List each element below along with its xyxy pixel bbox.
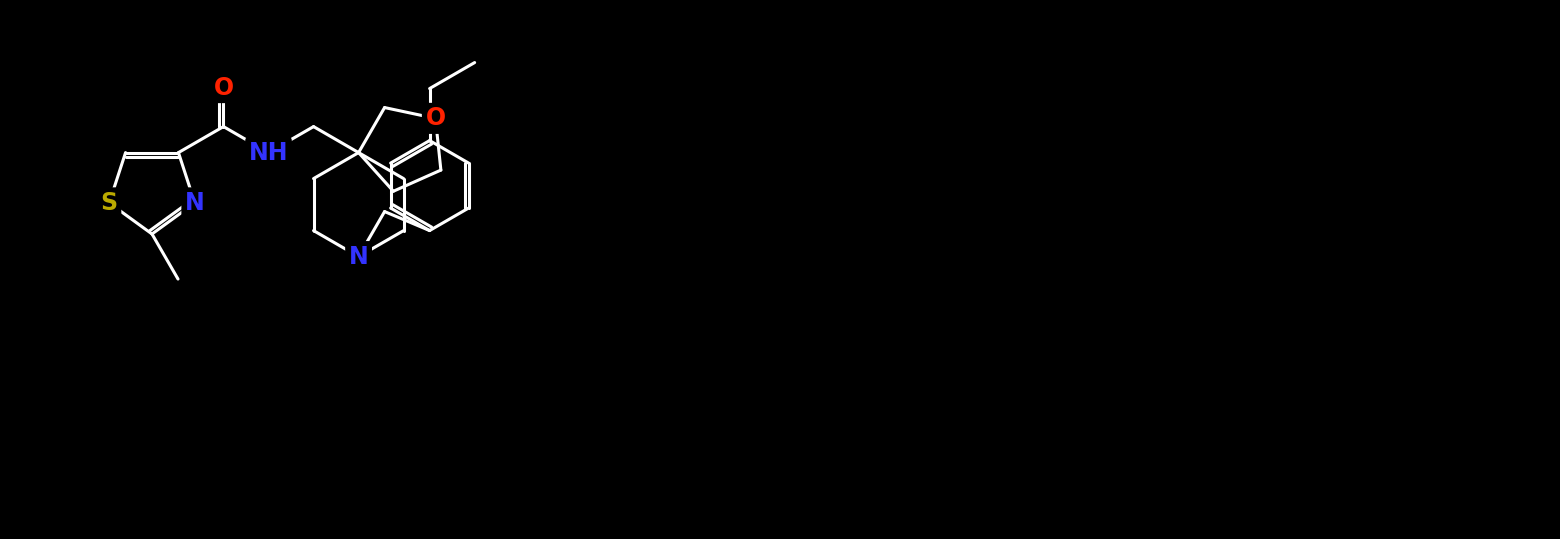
Text: O: O	[426, 106, 446, 130]
Text: N: N	[349, 245, 368, 268]
Text: NH: NH	[248, 141, 289, 164]
Text: N: N	[186, 191, 204, 215]
Text: S: S	[101, 191, 117, 215]
Text: O: O	[214, 75, 234, 100]
